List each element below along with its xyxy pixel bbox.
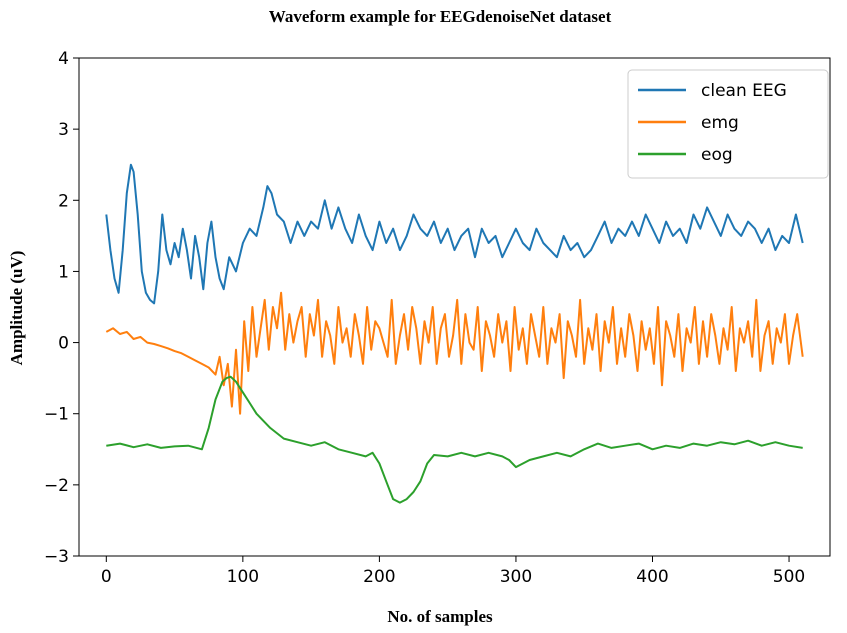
y-tick-label: −1 bbox=[44, 405, 69, 425]
x-tick-label: 0 bbox=[101, 567, 112, 587]
x-tick-label: 500 bbox=[773, 567, 805, 587]
legend-label-2: eog bbox=[701, 145, 733, 165]
x-tick-label: 100 bbox=[227, 567, 259, 587]
y-tick-label: 4 bbox=[58, 49, 69, 69]
y-axis-ticks: −3 −2 −1 0 1 2 3 4 bbox=[44, 49, 79, 567]
y-tick-label: −3 bbox=[44, 547, 69, 567]
y-tick-label: 0 bbox=[58, 334, 69, 354]
legend-box bbox=[627, 69, 829, 179]
y-axis-label: Amplitude (uV) bbox=[7, 251, 26, 366]
chart-title: Waveform example for EEGdenoiseNet datas… bbox=[269, 7, 612, 26]
x-tick-label: 400 bbox=[636, 567, 668, 587]
plot-series bbox=[105, 163, 804, 504]
y-tick-label: 1 bbox=[58, 262, 69, 282]
x-tick-label: 200 bbox=[363, 567, 395, 587]
y-tick-label: 2 bbox=[58, 191, 69, 211]
legend-label-0: clean EEG bbox=[701, 81, 787, 101]
legend: clean EEG emg eog bbox=[627, 69, 829, 179]
series-line-2 bbox=[106, 375, 803, 504]
legend-label-1: emg bbox=[701, 113, 739, 133]
y-tick-label: 3 bbox=[58, 120, 69, 140]
plot-frame bbox=[78, 57, 831, 557]
series-line-0 bbox=[105, 163, 804, 305]
y-tick-label: −2 bbox=[44, 476, 69, 496]
x-tick-label: 300 bbox=[500, 567, 532, 587]
series-line-1 bbox=[105, 291, 804, 415]
x-axis-ticks: 0 100 200 300 400 500 bbox=[101, 556, 805, 587]
x-axis-label: No. of samples bbox=[387, 607, 493, 626]
